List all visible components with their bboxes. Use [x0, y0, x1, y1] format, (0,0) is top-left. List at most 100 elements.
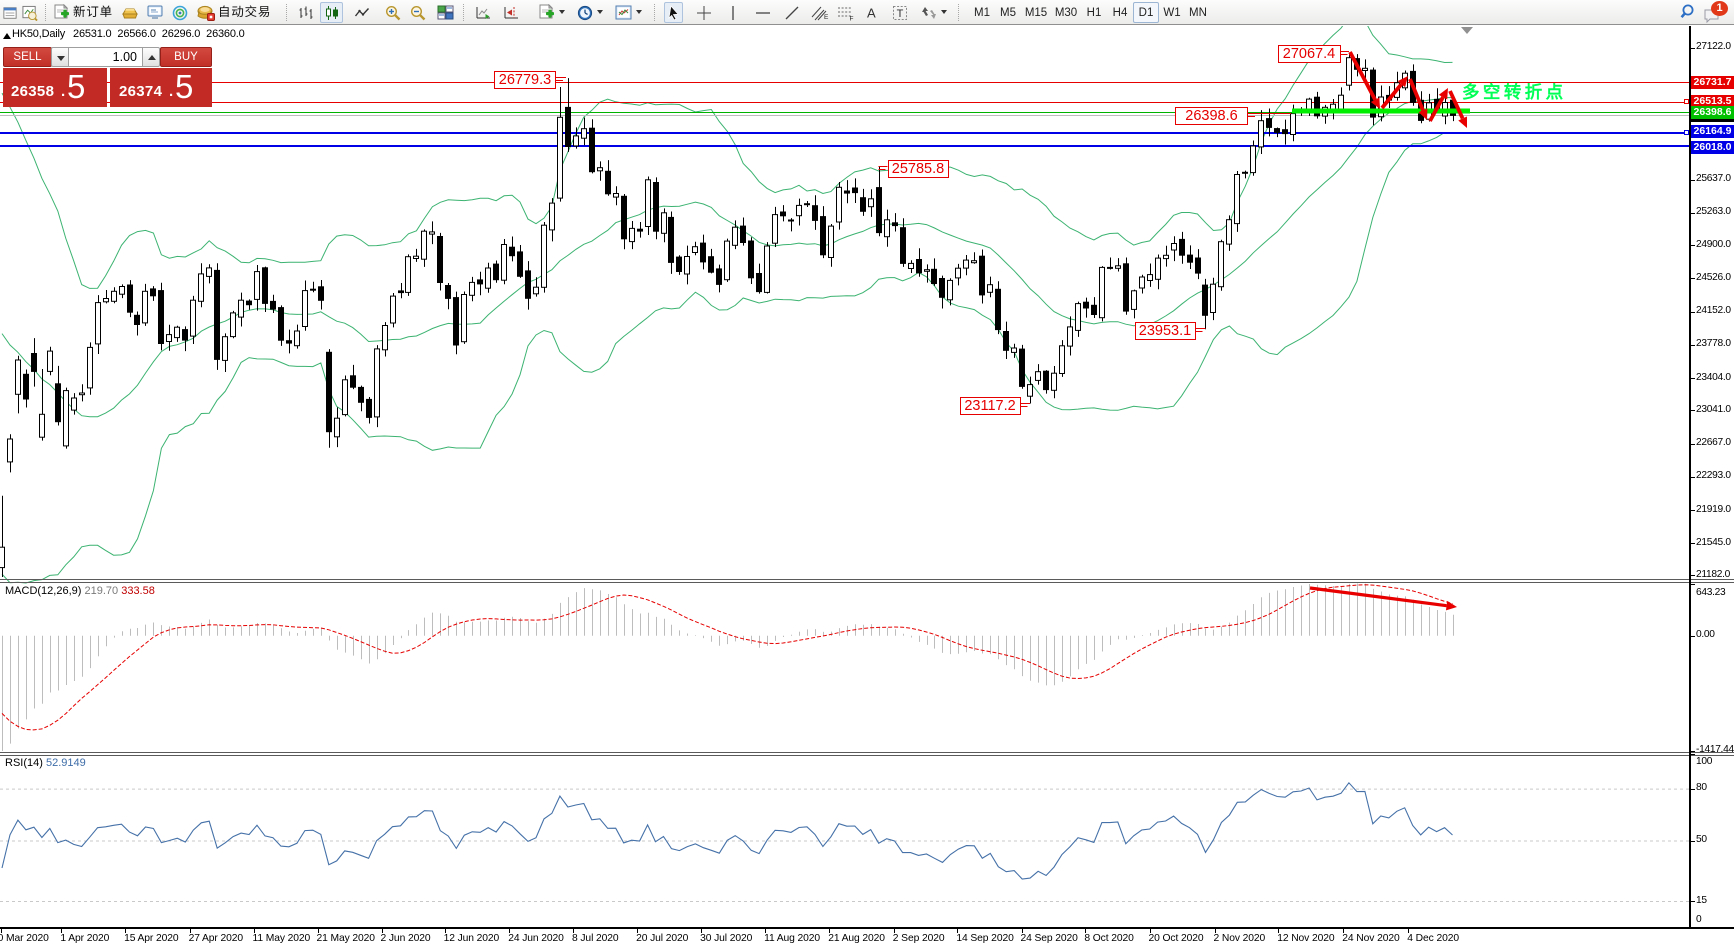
trend-arrow-head[interactable]	[1397, 76, 1408, 88]
line-chart-icon[interactable]	[351, 2, 372, 23]
time-axis-border	[0, 927, 1734, 929]
time-axis[interactable]	[0, 929, 1734, 946]
periods-icon[interactable]	[574, 2, 595, 23]
volume-increase-button[interactable]	[142, 47, 160, 67]
rsi-axis-label: 50	[1696, 834, 1707, 845]
price-tick	[1691, 575, 1695, 577]
text-icon[interactable]: A	[863, 2, 881, 23]
rsi-line	[1, 781, 1453, 880]
rsi-axis-tick	[1691, 901, 1695, 903]
price-tick	[1691, 179, 1695, 181]
trend-arrow[interactable]	[1348, 51, 1377, 101]
tile-windows-icon[interactable]	[434, 2, 456, 23]
time-tick-label: 30 Jul 2020	[700, 933, 753, 944]
tile-windows-icon-glyph	[437, 5, 453, 20]
time-tick-label: 4 Dec 2020	[1407, 933, 1459, 944]
chart-canvas[interactable]	[0, 26, 1734, 946]
vertical-line-icon-glyph	[732, 5, 734, 20]
indicators-dropdown-icon[interactable]	[559, 10, 565, 14]
channel-icon[interactable]: E	[809, 2, 830, 23]
trend-arrow-head[interactable]	[1370, 97, 1380, 109]
bull-bear-pivot-note[interactable]	[1462, 82, 1569, 109]
timeframe-M30[interactable]: M30	[1054, 7, 1078, 19]
buy-price-box[interactable]: 26374. 5	[110, 68, 212, 107]
timeframe-M1[interactable]: M1	[974, 7, 990, 19]
price-annotation-label[interactable]: 27067.4	[1277, 45, 1341, 63]
timeframe-W1[interactable]: W1	[1163, 7, 1181, 19]
trend-arrow[interactable]	[1380, 82, 1403, 110]
buy-price-big: 5	[175, 68, 194, 105]
trend-arrow[interactable]	[1408, 78, 1425, 112]
crosshair-icon[interactable]	[694, 2, 714, 23]
trend-arrow-head[interactable]	[1458, 116, 1467, 128]
time-tick	[61, 929, 63, 933]
time-tick-label: 14 Sep 2020	[956, 933, 1014, 944]
time-tick	[701, 929, 703, 933]
chart-shift-icon[interactable]	[500, 2, 522, 23]
price-tick	[1691, 311, 1695, 313]
rsi-label: RSI(14) 52.9149	[5, 757, 86, 769]
price-annotation-label[interactable]: 23117.2	[959, 396, 1021, 415]
chart-title: HK50,Daily 26531.0 26566.0 26296.0 26360.0	[12, 28, 245, 40]
trend-arrow[interactable]	[1428, 96, 1445, 122]
timeframe-M15[interactable]: M15	[1024, 7, 1048, 19]
time-tick-label: 11 Aug 2020	[764, 933, 821, 944]
trend-arrow-head[interactable]	[1445, 600, 1457, 611]
signals-icon[interactable]	[170, 2, 190, 23]
volume-input[interactable]	[68, 47, 143, 67]
volume-decrease-button[interactable]	[51, 47, 69, 67]
templates-dropdown-icon[interactable]	[636, 10, 642, 14]
trend-arrow-head[interactable]	[1438, 88, 1448, 100]
candlestick-chart-icon[interactable]	[320, 2, 343, 23]
bar-chart-icon[interactable]	[295, 2, 316, 23]
text-label-icon[interactable]: T	[890, 2, 910, 23]
price-tick-label: 23778.0	[1696, 338, 1731, 350]
new-order-label	[73, 4, 115, 21]
sell-price-box[interactable]: 26358. 5	[3, 68, 107, 107]
time-tick	[1278, 929, 1280, 933]
deposit-icon[interactable]	[119, 2, 140, 23]
timeframe-M5[interactable]: M5	[1000, 7, 1016, 19]
zoom-in-icon[interactable]	[382, 2, 403, 23]
search-icon[interactable]	[1678, 2, 1700, 23]
macd-axis-tick	[1691, 635, 1695, 637]
price-tick-label: 23404.0	[1696, 371, 1731, 383]
buy-button[interactable]: BUY	[160, 47, 212, 67]
arrows-icon[interactable]	[919, 2, 939, 23]
trend-arrow[interactable]	[1448, 90, 1465, 120]
trade-panel-collapse-icon[interactable]	[3, 33, 11, 39]
trend-arrow-head[interactable]	[1418, 108, 1428, 120]
horizontal-line-icon[interactable]	[753, 2, 773, 23]
price-annotation-label[interactable]: 23953.1	[1134, 321, 1196, 340]
sell-button[interactable]: SELL	[3, 47, 52, 67]
indicators-icon[interactable]	[536, 2, 557, 23]
trend-arrow[interactable]	[1309, 586, 1447, 608]
cursor-icon[interactable]	[664, 2, 683, 23]
templates-icon[interactable]	[612, 2, 634, 23]
price-annotation-label[interactable]: 26398.6	[1175, 107, 1248, 125]
fibonacci-icon[interactable]: F	[835, 2, 856, 23]
auto-scroll-icon[interactable]	[472, 2, 494, 23]
timeframe-H1[interactable]: H1	[1086, 7, 1102, 19]
horizontal-line-icon-glyph	[756, 11, 770, 14]
trendline-icon[interactable]	[782, 2, 802, 23]
arrows-dropdown-icon[interactable]	[941, 10, 947, 14]
time-tick-label: 21 Aug 2020	[828, 933, 885, 944]
metaeditor-icon[interactable]	[144, 2, 165, 23]
market-watch-icon[interactable]	[2, 2, 18, 23]
time-tick-label: 20 Jul 2020	[636, 933, 689, 944]
autotrading-button[interactable]	[196, 2, 276, 23]
timeframe-MN[interactable]: MN	[1189, 7, 1207, 19]
zoom-out-icon[interactable]	[407, 2, 428, 23]
tick-chart-icon[interactable]	[21, 2, 39, 23]
drawing-objects	[556, 27, 1473, 611]
price-annotation-label[interactable]: 26779.3	[494, 71, 556, 89]
price-annotation-label[interactable]: 25785.8	[887, 159, 949, 178]
vertical-line-icon[interactable]	[725, 2, 741, 23]
svg-text:A: A	[867, 6, 876, 21]
timeframe-H4[interactable]: H4	[1112, 7, 1128, 19]
price-tick	[1691, 476, 1695, 478]
timeframe-D1[interactable]: D1	[1133, 2, 1159, 23]
periods-dropdown-icon[interactable]	[597, 10, 603, 14]
new-order-button[interactable]	[52, 2, 116, 23]
